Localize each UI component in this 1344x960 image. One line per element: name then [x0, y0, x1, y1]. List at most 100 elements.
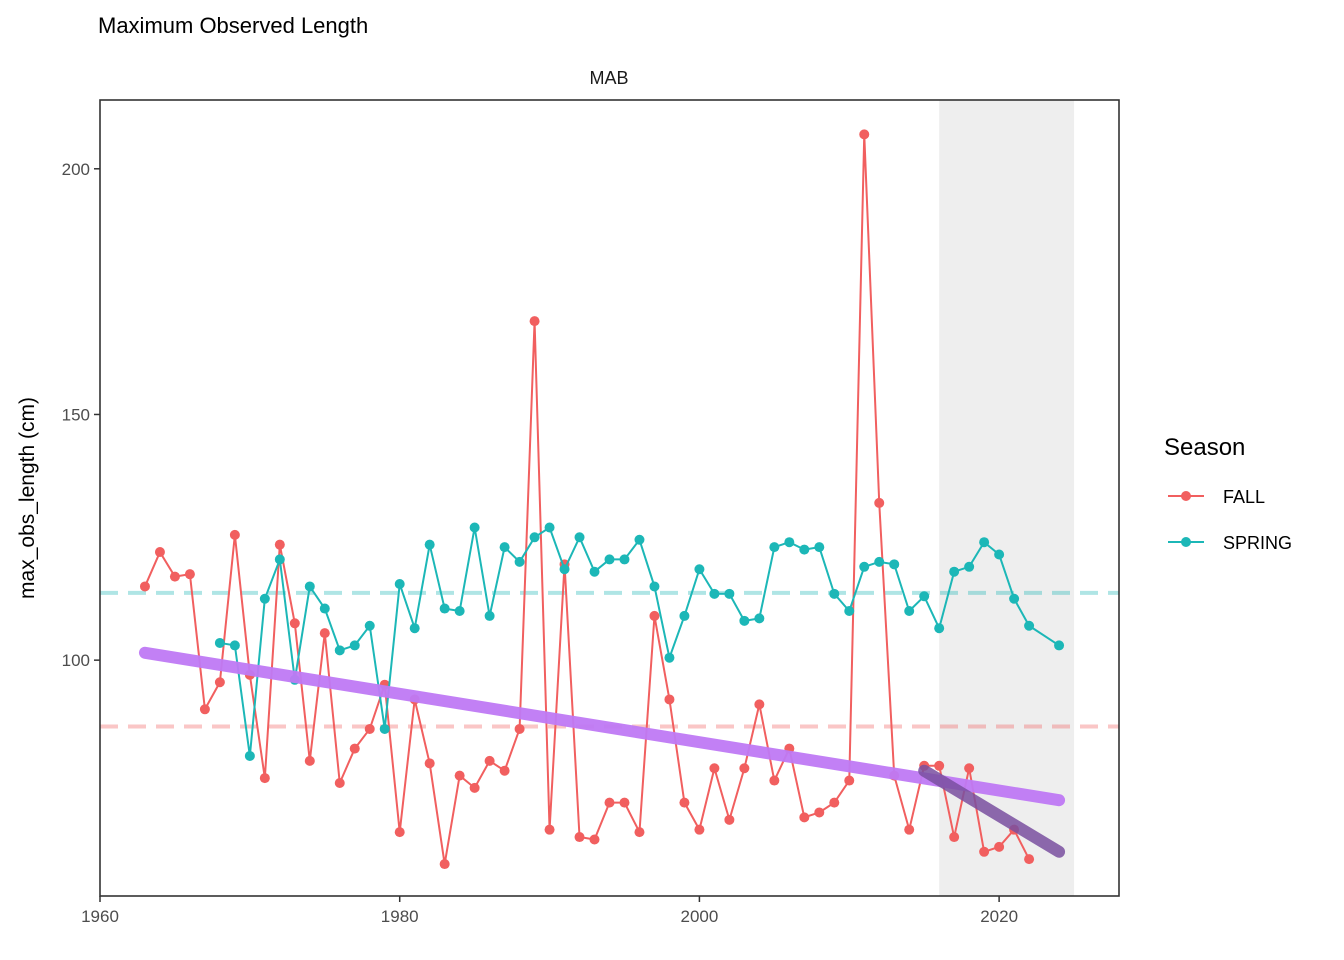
data-point	[754, 613, 765, 624]
data-point	[544, 824, 555, 835]
data-point	[544, 522, 555, 533]
legend-label-fall: FALL	[1223, 487, 1265, 507]
data-point	[994, 841, 1005, 852]
data-point	[439, 859, 450, 870]
data-point	[724, 588, 735, 599]
data-point	[919, 591, 930, 602]
data-point	[334, 645, 345, 656]
data-point	[664, 652, 675, 663]
data-point	[664, 694, 675, 705]
data-point	[634, 534, 645, 545]
data-point	[409, 623, 420, 634]
legend-key-point	[1181, 491, 1191, 501]
data-point	[529, 532, 540, 543]
data-point	[904, 824, 915, 835]
x-tick-label: 2020	[980, 907, 1018, 926]
data-point	[214, 637, 225, 648]
facet-strip-label: MAB	[589, 68, 628, 88]
data-point	[499, 765, 510, 776]
data-point	[844, 775, 855, 786]
data-point	[499, 542, 510, 553]
data-point	[274, 554, 285, 565]
legend-item-fall: FALL	[1168, 487, 1265, 507]
data-point	[619, 554, 630, 565]
data-point	[394, 578, 405, 589]
x-tick-label: 2000	[680, 907, 718, 926]
data-point	[319, 628, 330, 639]
data-point	[529, 316, 540, 327]
data-point	[604, 554, 615, 565]
data-point	[964, 763, 975, 774]
data-point	[349, 743, 360, 754]
data-point	[154, 547, 165, 558]
data-point	[469, 782, 480, 793]
chart-title: Maximum Observed Length	[98, 13, 368, 38]
data-point	[229, 529, 240, 540]
data-point	[244, 750, 255, 761]
data-point	[739, 615, 750, 626]
long-term-trend-line	[138, 646, 1066, 807]
data-point	[679, 797, 690, 808]
legend: Season FALL SPRING	[1164, 434, 1292, 553]
legend-item-spring: SPRING	[1168, 533, 1292, 553]
data-point	[514, 556, 525, 567]
data-point	[349, 640, 360, 651]
data-point	[859, 561, 870, 572]
data-point	[199, 704, 210, 715]
data-point	[979, 846, 990, 857]
data-point	[829, 588, 840, 599]
data-point	[709, 588, 720, 599]
data-point	[394, 827, 405, 838]
data-point	[844, 606, 855, 617]
data-point	[424, 539, 435, 550]
y-tick-label: 200	[62, 160, 90, 179]
data-point	[949, 566, 960, 577]
data-point	[889, 559, 900, 570]
data-point	[739, 763, 750, 774]
data-point	[724, 814, 735, 825]
data-point	[604, 797, 615, 808]
data-point	[169, 571, 180, 582]
data-point	[949, 832, 960, 843]
data-point	[574, 832, 585, 843]
data-point	[799, 812, 810, 823]
series-spring	[214, 522, 1065, 761]
data-point	[514, 723, 525, 734]
data-point	[259, 773, 270, 784]
data-point	[649, 610, 660, 621]
y-axis-title: max_obs_length (cm)	[16, 397, 39, 599]
data-point	[814, 807, 825, 818]
shaded-region	[939, 100, 1075, 896]
data-point	[769, 775, 780, 786]
data-point	[289, 618, 300, 629]
shaded-region-rect	[939, 100, 1075, 896]
y-tick-label: 150	[62, 405, 90, 424]
data-point	[319, 603, 330, 614]
data-point	[934, 623, 945, 634]
x-axis: 1960 1980 2000 2020	[81, 896, 1018, 926]
data-point	[424, 758, 435, 769]
data-point	[754, 699, 765, 710]
y-tick-label: 100	[62, 651, 90, 670]
data-point	[964, 561, 975, 572]
data-point	[589, 834, 600, 845]
data-point	[1024, 620, 1035, 631]
data-point	[979, 537, 990, 548]
trend-lines	[138, 646, 1066, 858]
data-point	[799, 544, 810, 555]
data-point	[709, 763, 720, 774]
data-point	[994, 549, 1005, 560]
x-tick-label: 1960	[81, 907, 119, 926]
data-point	[934, 760, 945, 771]
data-point	[259, 593, 270, 604]
data-point	[784, 537, 795, 548]
data-point	[679, 610, 690, 621]
data-point	[1024, 854, 1035, 865]
data-point	[589, 566, 600, 577]
data-point	[574, 532, 585, 543]
y-axis: 100 150 200	[62, 160, 100, 670]
data-point	[454, 770, 465, 781]
data-point	[829, 797, 840, 808]
legend-label-spring: SPRING	[1223, 533, 1292, 553]
legend-title: Season	[1164, 434, 1245, 461]
